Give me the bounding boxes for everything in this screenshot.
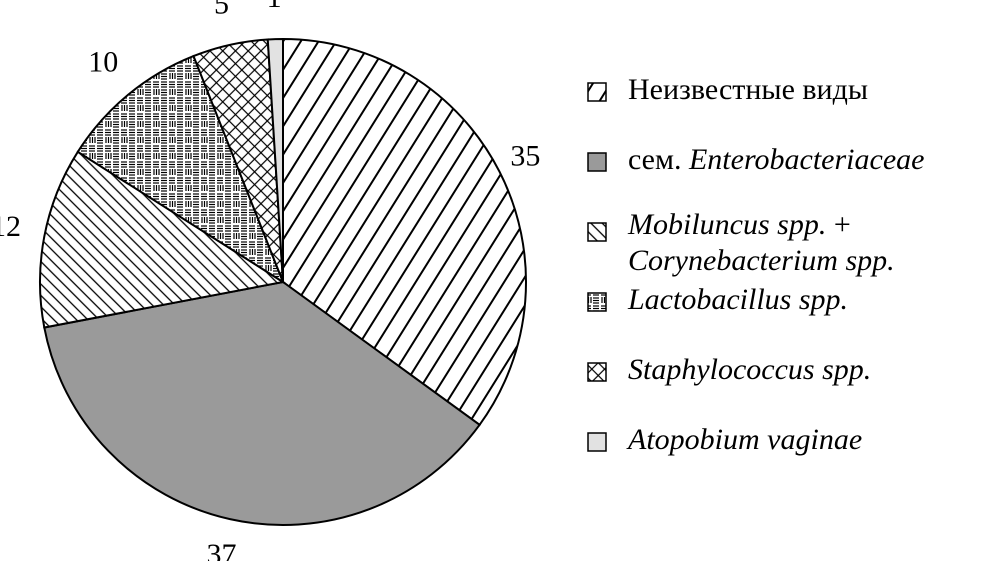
legend-swatch: [587, 152, 607, 172]
legend-swatch: [587, 82, 607, 102]
legend-label: Staphylococcus spp.: [628, 353, 871, 386]
value-label: 10: [88, 46, 118, 79]
value-label: 5: [214, 0, 229, 21]
legend-swatch: [587, 292, 607, 312]
legend-label: сем. Enterobacteriaceae: [628, 143, 924, 176]
legend-swatch: [587, 362, 607, 382]
value-label: 37: [206, 538, 236, 561]
legend-label: Неизвестные виды: [628, 73, 868, 106]
pie-slice: [266, 37, 284, 283]
pie-slice: [76, 54, 286, 285]
legend-label: Lactobacillus spp.: [627, 283, 848, 316]
pie-slice: [43, 280, 481, 526]
value-label: 35: [510, 139, 540, 172]
value-label: 1: [267, 0, 282, 14]
legend-label: Atopobium vaginae: [626, 423, 862, 456]
legend-swatch: [587, 222, 607, 242]
value-label: 12: [0, 210, 21, 243]
legend-label: Mobiluncus spp. + Corynebacterium spp.: [627, 208, 895, 277]
pie-slice: [282, 37, 527, 427]
legend-swatch: [587, 432, 607, 452]
pie-slice: [39, 150, 286, 329]
